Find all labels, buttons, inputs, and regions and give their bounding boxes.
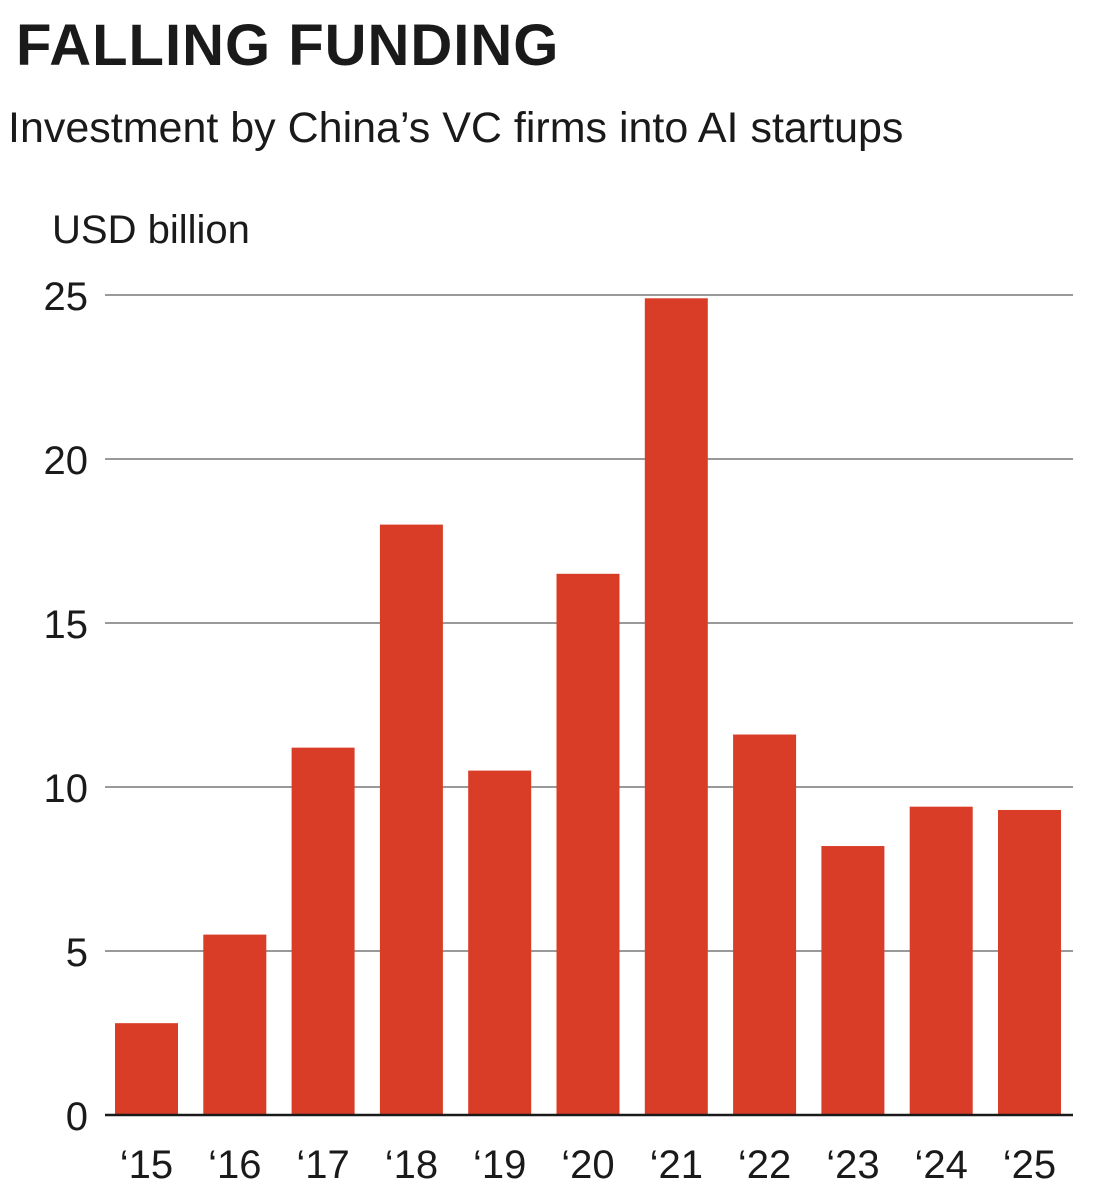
x-tick-label: ‘17 [296,1143,349,1187]
chart-title: FALLING FUNDING [16,13,560,78]
y-tick-label: 10 [44,767,89,811]
bar [821,846,885,1115]
bar [379,524,443,1115]
bar [291,747,355,1115]
y-axis-label: USD billion [52,208,250,252]
bar [733,734,797,1115]
bar [468,770,532,1115]
y-tick-label: 15 [44,603,89,647]
bar [644,298,708,1115]
x-tick-label: ‘23 [826,1143,879,1187]
bar [909,806,973,1115]
bar [115,1023,178,1115]
x-tick-label: ‘21 [650,1143,703,1187]
x-tick-label: ‘24 [915,1143,968,1187]
x-tick-label: ‘19 [473,1143,526,1187]
x-tick-label: ‘16 [208,1143,261,1187]
x-tick-label: ‘18 [385,1143,438,1187]
y-tick-label: 5 [66,931,88,975]
y-tick-label: 20 [44,439,89,483]
x-tick-label: ‘25 [1003,1143,1056,1187]
chart-subtitle: Investment by China’s VC firms into AI s… [8,104,904,152]
y-tick-label: 0 [66,1095,88,1139]
bar [203,934,267,1115]
x-tick-label: ‘22 [738,1143,791,1187]
bar [556,573,620,1115]
x-tick-label: ‘15 [120,1143,173,1187]
bar [998,809,1061,1115]
y-tick-label: 25 [44,275,89,319]
x-tick-label: ‘20 [561,1143,614,1187]
